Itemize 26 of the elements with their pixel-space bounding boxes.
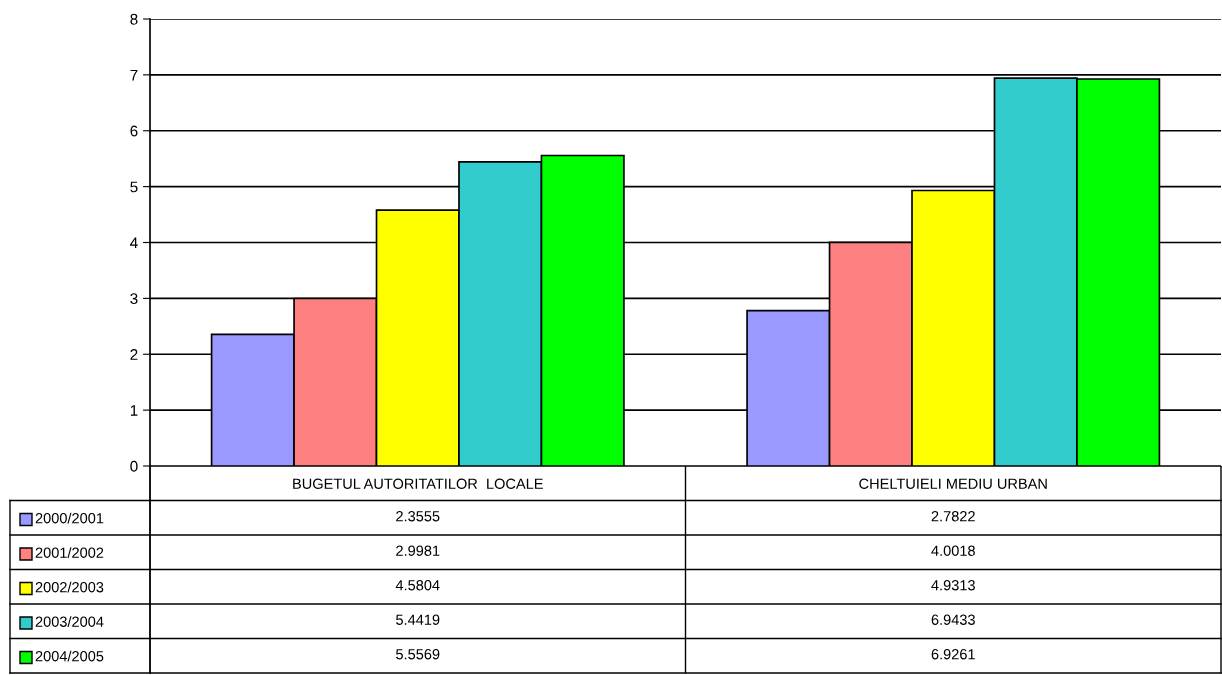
legend-label: 2001/2002 [35, 547, 104, 558]
data-label: 5.5569 [396, 649, 440, 660]
legend-label: 2003/2004 [35, 616, 104, 627]
legend-label: 2004/2005 [35, 650, 104, 662]
y-tick-label: 1 [130, 405, 138, 416]
data-label: 6.9261 [931, 649, 975, 660]
data-label: 4.9313 [931, 580, 975, 591]
y-tick-label: 6 [130, 125, 138, 137]
x-tick-label: BUGETUL AUTORITATILOR LOCALE [293, 478, 543, 489]
data-label: 4.5804 [395, 580, 440, 591]
y-tick-label: 5 [130, 181, 138, 193]
y-tick-label: 8 [130, 13, 138, 25]
y-tick-label: 4 [130, 237, 138, 249]
data-label: 5.4419 [396, 614, 440, 625]
data-label: 2.9981 [396, 545, 440, 556]
data-label: 2.3555 [396, 511, 440, 522]
data-label: 6.9433 [931, 614, 975, 625]
legend-label: 2002/2003 [35, 581, 104, 593]
data-label: 2.7822 [931, 511, 975, 522]
y-tick-label: 0 [130, 460, 138, 472]
y-tick-label: 7 [130, 69, 138, 81]
data-label: 4.0018 [931, 545, 975, 556]
legend-label: 2000/2001 [35, 512, 104, 524]
x-tick-label: CHELTUIELI MEDIU URBAN [859, 478, 1047, 489]
y-tick-label: 3 [130, 293, 138, 305]
y-tick-label: 2 [130, 349, 138, 360]
